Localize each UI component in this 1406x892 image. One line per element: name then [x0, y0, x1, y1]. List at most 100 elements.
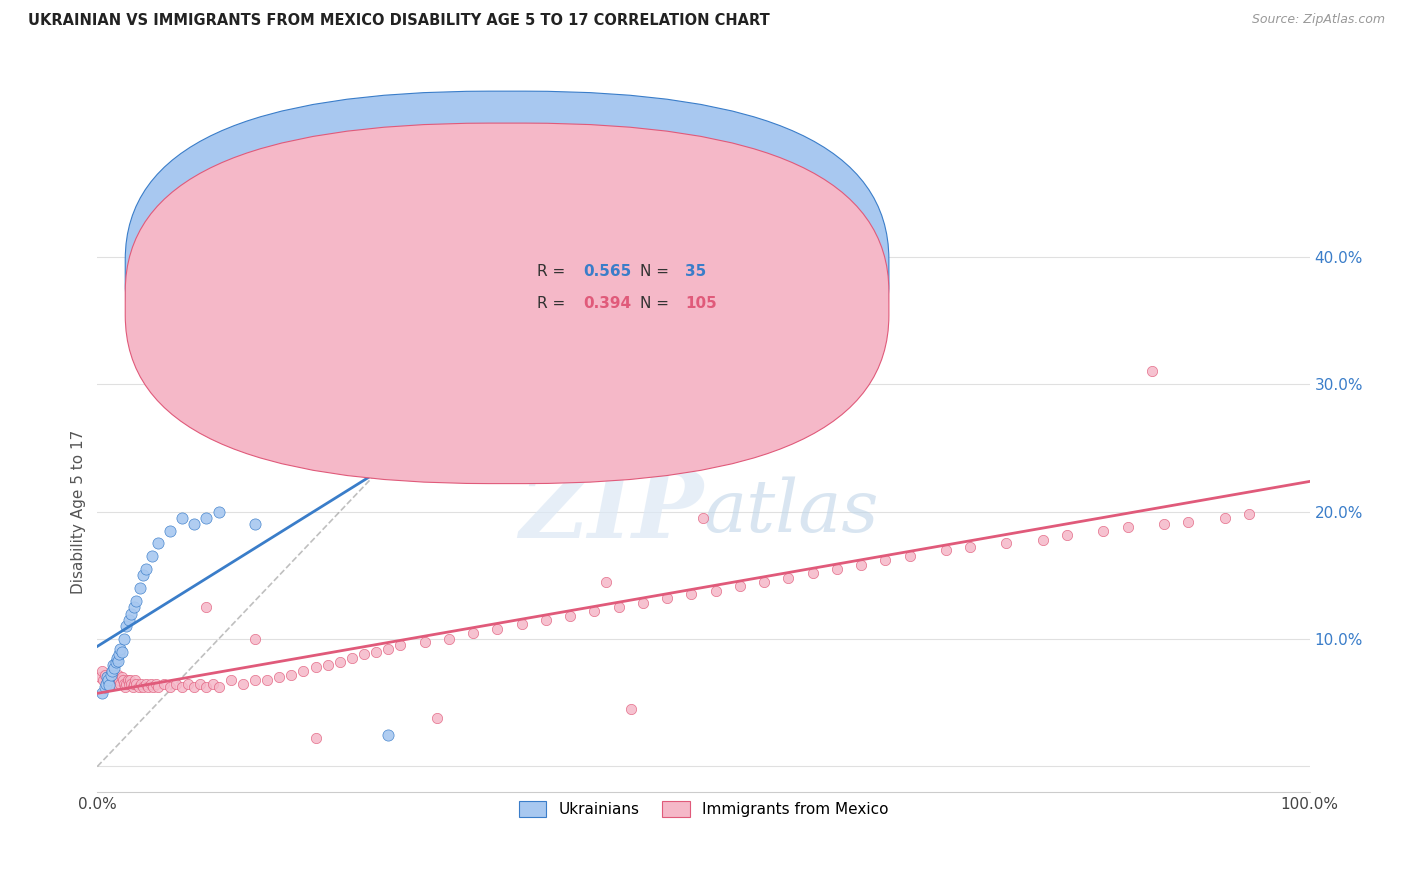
Point — [607, 600, 630, 615]
Point — [655, 591, 678, 606]
Text: R =: R = — [537, 264, 571, 278]
Text: UKRAINIAN VS IMMIGRANTS FROM MEXICO DISABILITY AGE 5 TO 17 CORRELATION CHART: UKRAINIAN VS IMMIGRANTS FROM MEXICO DISA… — [28, 13, 770, 29]
Point — [159, 524, 181, 538]
Point — [825, 562, 848, 576]
Point — [122, 676, 145, 690]
Point — [117, 673, 139, 687]
Point — [98, 676, 121, 690]
Point — [125, 594, 148, 608]
Point — [875, 553, 897, 567]
Point — [114, 681, 136, 695]
Text: 35: 35 — [685, 264, 706, 278]
Point — [135, 676, 157, 690]
Point — [100, 667, 122, 681]
Legend: Ukrainians, Immigrants from Mexico: Ukrainians, Immigrants from Mexico — [512, 796, 894, 823]
Point — [101, 664, 124, 678]
Point — [146, 536, 169, 550]
Point — [105, 676, 128, 690]
Point — [207, 681, 229, 695]
Point — [112, 632, 135, 646]
Point — [159, 681, 181, 695]
Point — [104, 673, 127, 687]
Point — [207, 505, 229, 519]
Point — [100, 667, 122, 681]
Text: 105: 105 — [685, 295, 717, 310]
Point — [316, 339, 339, 353]
Point — [1213, 511, 1236, 525]
Point — [1032, 533, 1054, 547]
Point — [141, 549, 163, 564]
Point — [389, 639, 412, 653]
Point — [692, 511, 714, 525]
Point — [135, 562, 157, 576]
Point — [103, 661, 125, 675]
Point — [110, 642, 132, 657]
Point — [814, 351, 837, 366]
Text: 0.394: 0.394 — [583, 295, 631, 310]
Point — [111, 673, 134, 687]
Point — [183, 681, 205, 695]
Point — [128, 581, 150, 595]
Point — [108, 673, 131, 687]
Point — [96, 670, 118, 684]
Point — [124, 673, 146, 687]
Point — [583, 604, 606, 618]
Text: R =: R = — [537, 295, 571, 310]
Point — [142, 681, 165, 695]
FancyBboxPatch shape — [125, 123, 889, 483]
Point — [112, 676, 135, 690]
Point — [104, 655, 127, 669]
Point — [153, 676, 176, 690]
Point — [110, 676, 132, 690]
Point — [426, 711, 449, 725]
Point — [510, 616, 533, 631]
Point — [413, 634, 436, 648]
Text: ZIP: ZIP — [519, 467, 703, 557]
Point — [935, 542, 957, 557]
Point — [128, 681, 150, 695]
Point — [801, 566, 824, 580]
Point — [1237, 507, 1260, 521]
Point — [340, 651, 363, 665]
Point — [172, 511, 194, 525]
Point — [280, 667, 302, 681]
Point — [1140, 364, 1163, 378]
Point — [177, 676, 200, 690]
Point — [631, 596, 654, 610]
Point — [132, 568, 155, 582]
Point — [681, 587, 703, 601]
Point — [118, 676, 141, 690]
Point — [243, 632, 266, 646]
Point — [269, 670, 291, 684]
Point — [110, 670, 132, 684]
Point — [377, 642, 399, 657]
Point — [558, 609, 581, 624]
Point — [101, 676, 124, 690]
Point — [329, 655, 352, 669]
Point — [316, 657, 339, 672]
Point — [94, 676, 117, 690]
Point — [136, 681, 159, 695]
Point — [172, 681, 194, 695]
Point — [195, 511, 218, 525]
Text: Source: ZipAtlas.com: Source: ZipAtlas.com — [1251, 13, 1385, 27]
Point — [146, 681, 169, 695]
Point — [534, 613, 557, 627]
Point — [704, 583, 727, 598]
Point — [139, 676, 162, 690]
Point — [121, 681, 143, 695]
Point — [118, 613, 141, 627]
Point — [91, 664, 114, 678]
Point — [232, 676, 254, 690]
Point — [778, 571, 800, 585]
Y-axis label: Disability Age 5 to 17: Disability Age 5 to 17 — [72, 430, 86, 594]
Point — [103, 670, 125, 684]
Point — [366, 645, 388, 659]
Point — [105, 651, 128, 665]
Point — [98, 678, 121, 692]
Point — [1116, 520, 1139, 534]
Point — [145, 676, 167, 690]
Point — [620, 702, 643, 716]
Point — [107, 654, 129, 668]
Point — [256, 673, 278, 687]
